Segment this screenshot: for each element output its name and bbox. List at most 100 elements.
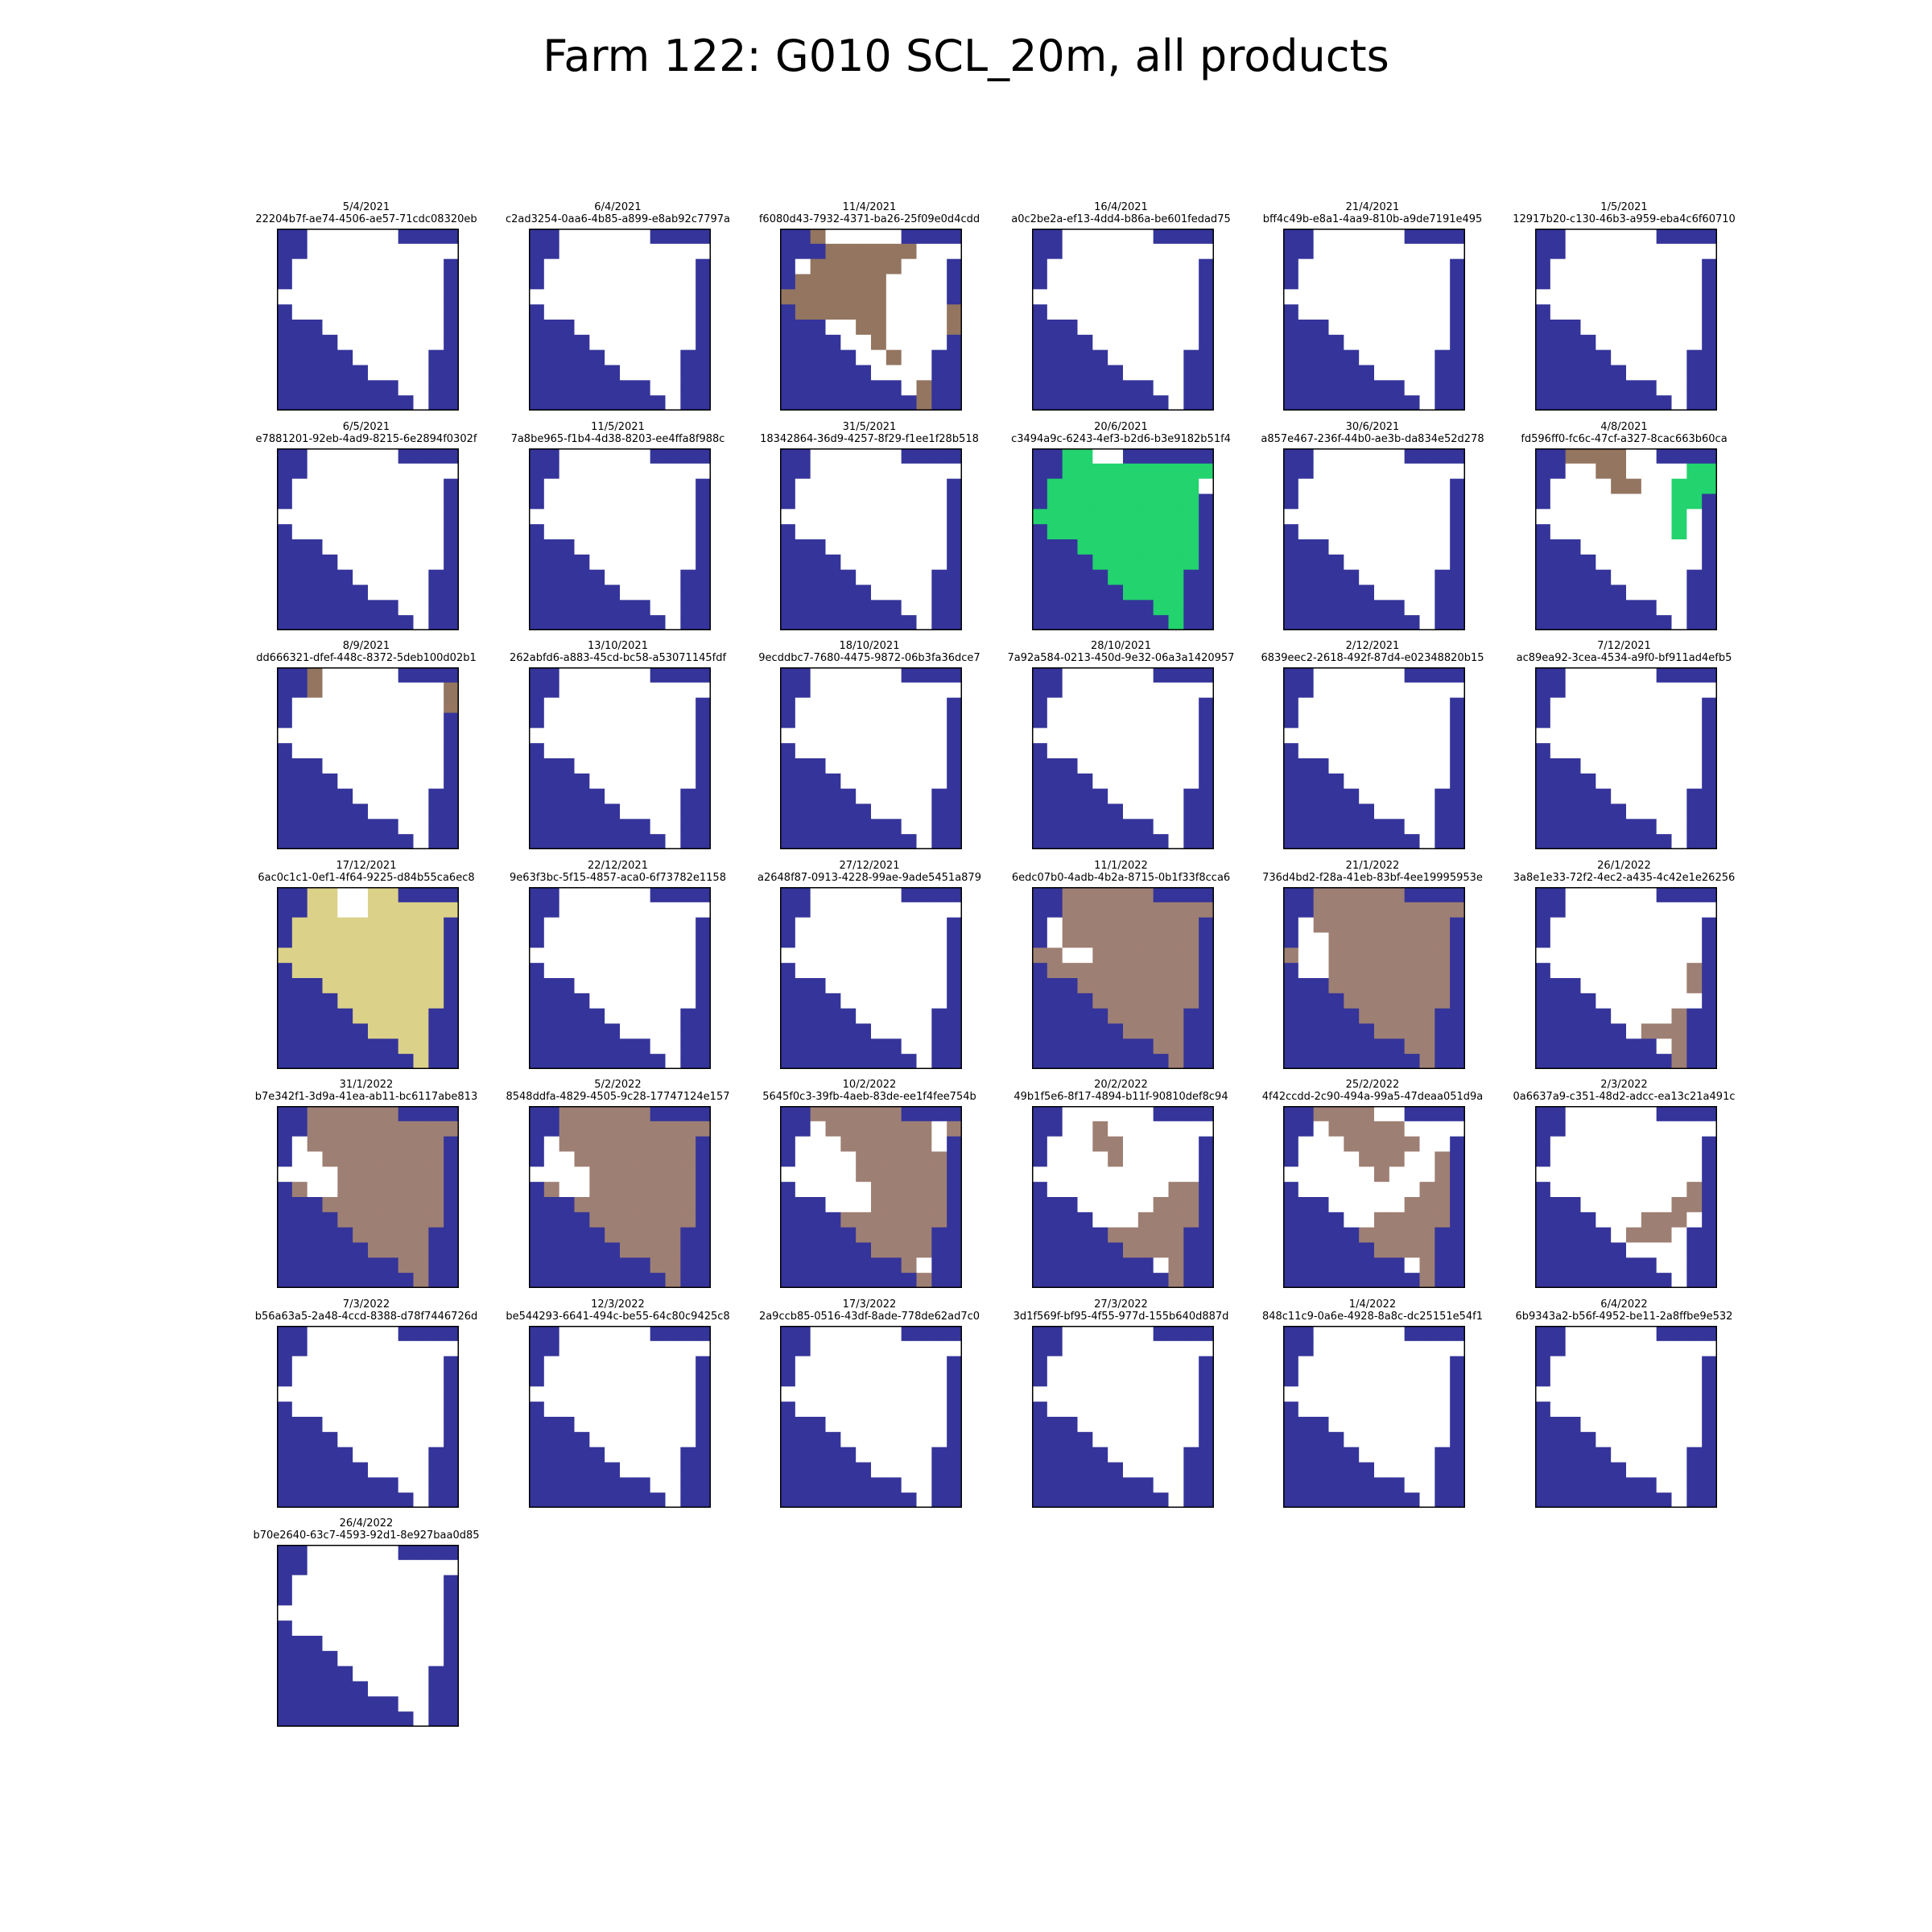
raster-cell: [444, 1431, 459, 1447]
raster-cell: [1328, 728, 1344, 744]
raster-cell: [1359, 743, 1375, 759]
raster-cell: [780, 1416, 796, 1432]
raster-cell: [1031, 1356, 1047, 1372]
raster-cell: [1168, 243, 1184, 260]
raster-cell: [307, 758, 323, 774]
raster-cell: [947, 508, 962, 525]
raster-cell: [679, 1166, 696, 1183]
raster-cell: [413, 289, 429, 305]
raster-cell: [291, 917, 308, 933]
raster-cell: [277, 932, 293, 948]
raster-cell: [1137, 1182, 1154, 1198]
raster-cell: [1419, 962, 1435, 978]
raster-cell: [368, 1121, 384, 1137]
raster-cell: [634, 569, 650, 585]
raster-cell: [1389, 508, 1406, 525]
raster-cell: [931, 508, 947, 525]
raster-cell: [1389, 728, 1406, 744]
raster-cell: [1122, 1121, 1138, 1137]
raster-cell: [413, 1356, 429, 1372]
raster-cell: [1625, 493, 1641, 510]
raster-cell: [337, 258, 353, 275]
raster-cell: [528, 993, 544, 1009]
raster-cell: [1610, 682, 1626, 699]
raster-cell: [382, 584, 399, 601]
raster-cell: [619, 917, 635, 933]
raster-cell: [1374, 463, 1390, 479]
raster-cell: [619, 1151, 635, 1167]
raster-cell: [413, 1447, 429, 1463]
raster-cell: [1107, 1340, 1123, 1356]
raster-cell: [931, 834, 947, 849]
raster-cell: [650, 758, 666, 774]
raster-cell: [322, 289, 338, 305]
raster-cell: [1153, 258, 1169, 275]
raster-cell: [931, 1008, 947, 1024]
raster-cell: [1168, 349, 1184, 365]
raster-cell: [650, 539, 666, 555]
raster-cell: [1122, 902, 1138, 918]
raster-cell: [1198, 554, 1214, 570]
raster-cell: [931, 1476, 947, 1493]
raster-cell: [574, 289, 590, 305]
raster-cell: [337, 1416, 353, 1432]
raster-cell: [1534, 667, 1550, 683]
raster-cell: [1122, 584, 1138, 601]
raster-cell: [679, 304, 696, 320]
raster-cell: [1374, 395, 1390, 411]
raster-cell: [1031, 1227, 1047, 1243]
raster-cell: [604, 1385, 620, 1402]
raster-cell: [679, 1227, 696, 1243]
raster-cell: [840, 1492, 857, 1508]
raster-cell: [901, 1340, 917, 1356]
raster-cell: [1062, 1212, 1078, 1228]
raster-cell: [1404, 523, 1420, 539]
raster-cell: [1107, 1371, 1123, 1387]
raster-cell: [931, 1340, 947, 1356]
raster-cell: [1031, 834, 1047, 849]
raster-cell: [291, 773, 308, 790]
raster-cell: [1580, 365, 1596, 381]
raster-cell: [1313, 758, 1329, 774]
raster-cell: [1404, 667, 1420, 683]
raster-cell: [916, 819, 932, 835]
raster-cell: [277, 1182, 293, 1198]
raster-cell: [1389, 743, 1406, 759]
raster-cell: [543, 1166, 559, 1183]
raster-cell: [1107, 395, 1123, 411]
raster-cell: [1031, 448, 1047, 464]
raster-cell: [1641, 584, 1657, 601]
raster-cell: [1595, 274, 1612, 290]
raster-cell: [1389, 1136, 1406, 1152]
raster-cell: [1344, 947, 1360, 964]
raster-cell: [1595, 229, 1612, 245]
raster-cell: [337, 1227, 353, 1243]
raster-cell: [307, 667, 323, 683]
raster-cell: [444, 320, 459, 336]
raster-cell: [1122, 917, 1138, 933]
raster-cell: [1641, 395, 1657, 411]
raster-cell: [1641, 1008, 1657, 1024]
raster-cell: [588, 1257, 605, 1274]
raster-cell: [931, 1257, 947, 1274]
raster-cell: [1641, 523, 1657, 539]
raster-cell: [1389, 1038, 1406, 1055]
raster-cell: [916, 1106, 932, 1122]
raster-cell: [825, 508, 841, 525]
raster-cell: [543, 834, 559, 849]
raster-cell: [1565, 682, 1581, 699]
raster-cell: [559, 1462, 575, 1478]
raster-cell: [1183, 229, 1199, 245]
raster-cell: [588, 478, 605, 494]
raster-cell: [1031, 1182, 1047, 1198]
raster-cell: [559, 962, 575, 978]
raster-cell: [1359, 886, 1375, 902]
raster-cell: [1092, 614, 1108, 630]
raster-cell: [825, 1371, 841, 1387]
raster-cell: [574, 788, 590, 804]
raster-cell: [856, 1136, 872, 1152]
raster-cell: [931, 289, 947, 305]
raster-cell: [1077, 1227, 1093, 1243]
raster-cell: [1435, 682, 1451, 699]
raster-cell: [1046, 1008, 1063, 1024]
